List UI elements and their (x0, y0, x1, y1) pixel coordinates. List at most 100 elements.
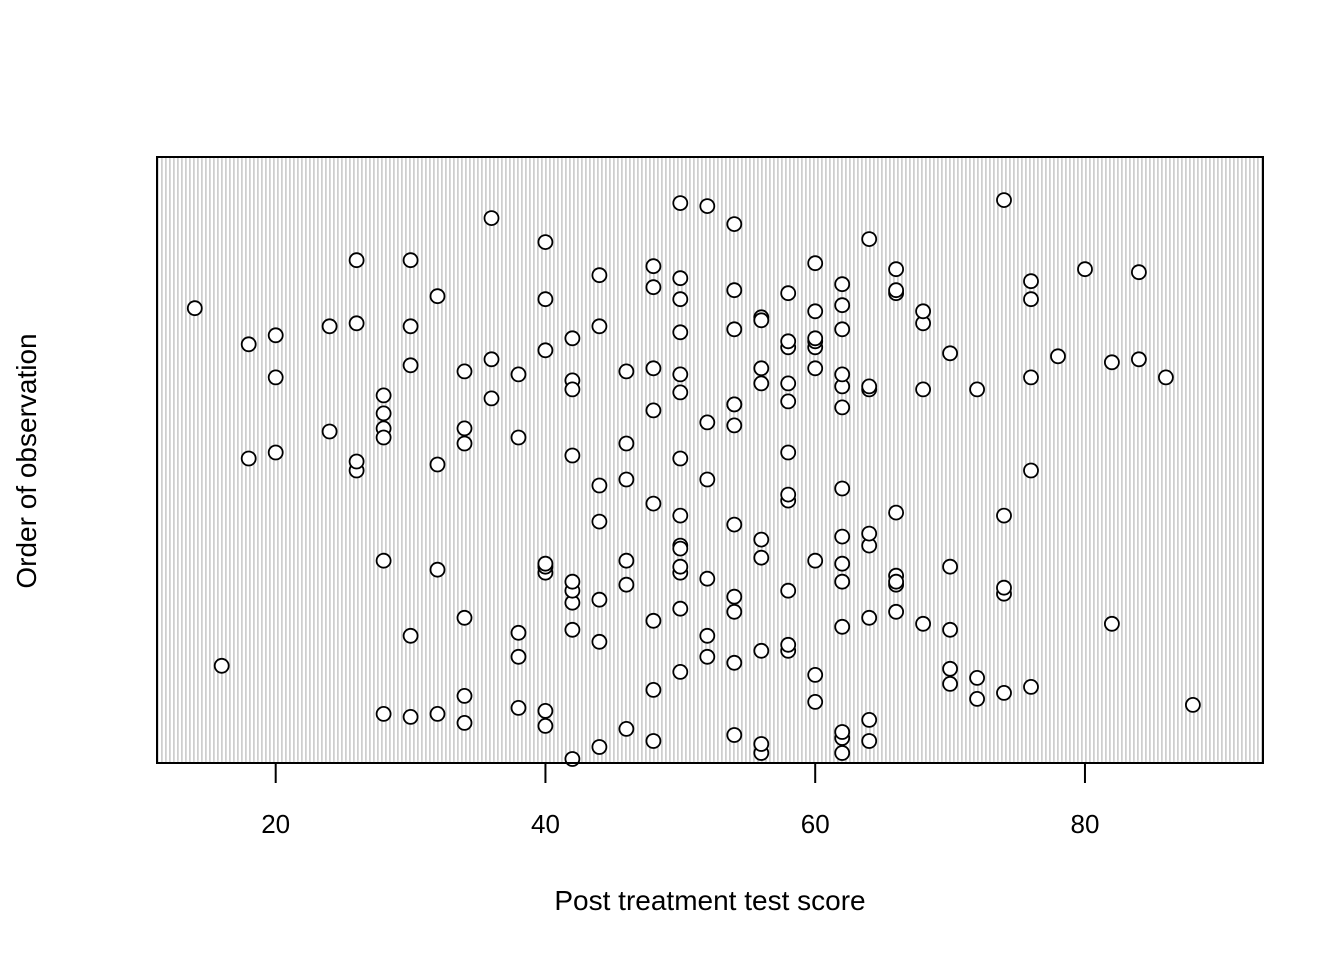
data-point (888, 573, 904, 590)
data-point (240, 450, 257, 467)
data-point (564, 381, 581, 398)
data-point (1023, 679, 1039, 695)
x-axis: 20 40 60 80 (261, 762, 1100, 839)
data-point (780, 375, 797, 392)
data-point (672, 366, 689, 383)
data-point (834, 618, 851, 635)
x-tick-label: 40 (531, 809, 560, 839)
data-point (699, 414, 716, 431)
data-point (861, 733, 878, 749)
data-point (672, 195, 689, 212)
data-point (321, 318, 338, 335)
data-point (618, 552, 635, 569)
data-point (969, 691, 985, 707)
data-point (969, 670, 985, 686)
data-point (807, 255, 824, 272)
data-point (672, 507, 689, 524)
data-point (834, 366, 851, 383)
data-point (726, 654, 743, 671)
data-point (834, 724, 851, 740)
data-point (456, 363, 473, 380)
data-point (645, 279, 662, 296)
data-point (618, 576, 635, 593)
data-point (348, 453, 365, 470)
data-point (726, 321, 743, 338)
data-point (591, 267, 608, 284)
data-point (834, 480, 851, 497)
data-point (699, 198, 716, 215)
data-point (564, 330, 581, 347)
data-point (753, 360, 770, 377)
data-point (861, 231, 878, 248)
data-point (1158, 369, 1174, 386)
data-point (915, 615, 931, 632)
plot-background-grid (157, 157, 1263, 763)
data-point (672, 540, 689, 557)
data-point (834, 399, 851, 416)
data-point (483, 210, 500, 227)
data-point (807, 694, 824, 710)
data-points (186, 192, 1201, 767)
data-point (834, 297, 851, 314)
data-point (915, 303, 931, 320)
data-point (483, 390, 500, 407)
data-point (888, 603, 904, 620)
data-point (861, 378, 878, 395)
data-point (591, 513, 608, 530)
data-point (915, 381, 931, 398)
x-tick-label: 80 (1071, 809, 1100, 839)
data-point (1023, 369, 1039, 386)
data-point (348, 252, 365, 269)
data-point (942, 345, 958, 362)
data-point (186, 300, 203, 317)
data-point (672, 384, 689, 401)
data-point (537, 291, 554, 308)
data-point (726, 516, 743, 533)
data-point (834, 555, 851, 572)
data-point (510, 366, 527, 383)
data-point (780, 393, 797, 410)
data-point (753, 312, 770, 329)
data-point (456, 688, 473, 704)
data-point (240, 336, 257, 353)
data-point (726, 417, 743, 434)
data-point (402, 357, 419, 374)
data-point (510, 700, 527, 716)
data-point (699, 627, 716, 644)
data-point (645, 402, 662, 419)
data-point (213, 657, 230, 674)
data-point (537, 703, 554, 719)
data-point (942, 676, 958, 692)
data-point (1185, 697, 1201, 713)
data-point (753, 642, 770, 659)
data-point (1023, 273, 1039, 290)
data-point (861, 525, 878, 542)
data-point (1131, 351, 1147, 368)
data-point (888, 282, 904, 299)
data-point (375, 387, 392, 404)
data-point (591, 591, 608, 608)
data-point (510, 429, 527, 446)
data-point (375, 706, 392, 722)
data-point (591, 477, 608, 494)
x-tick-label: 60 (801, 809, 830, 839)
data-point (699, 648, 716, 665)
data-point (537, 555, 554, 572)
data-point (942, 660, 958, 677)
data-point (456, 420, 473, 437)
x-axis-title: Post treatment test score (554, 885, 865, 916)
data-point (456, 435, 473, 452)
data-point (537, 342, 554, 359)
data-point (996, 579, 1012, 596)
data-point (618, 363, 635, 380)
data-point (1050, 348, 1066, 365)
data-point (348, 315, 365, 332)
data-point (861, 712, 878, 728)
data-point (726, 282, 743, 299)
data-point (834, 276, 851, 293)
data-point (726, 588, 743, 605)
data-point (942, 621, 958, 638)
data-point (1104, 354, 1120, 371)
data-point (591, 633, 608, 650)
